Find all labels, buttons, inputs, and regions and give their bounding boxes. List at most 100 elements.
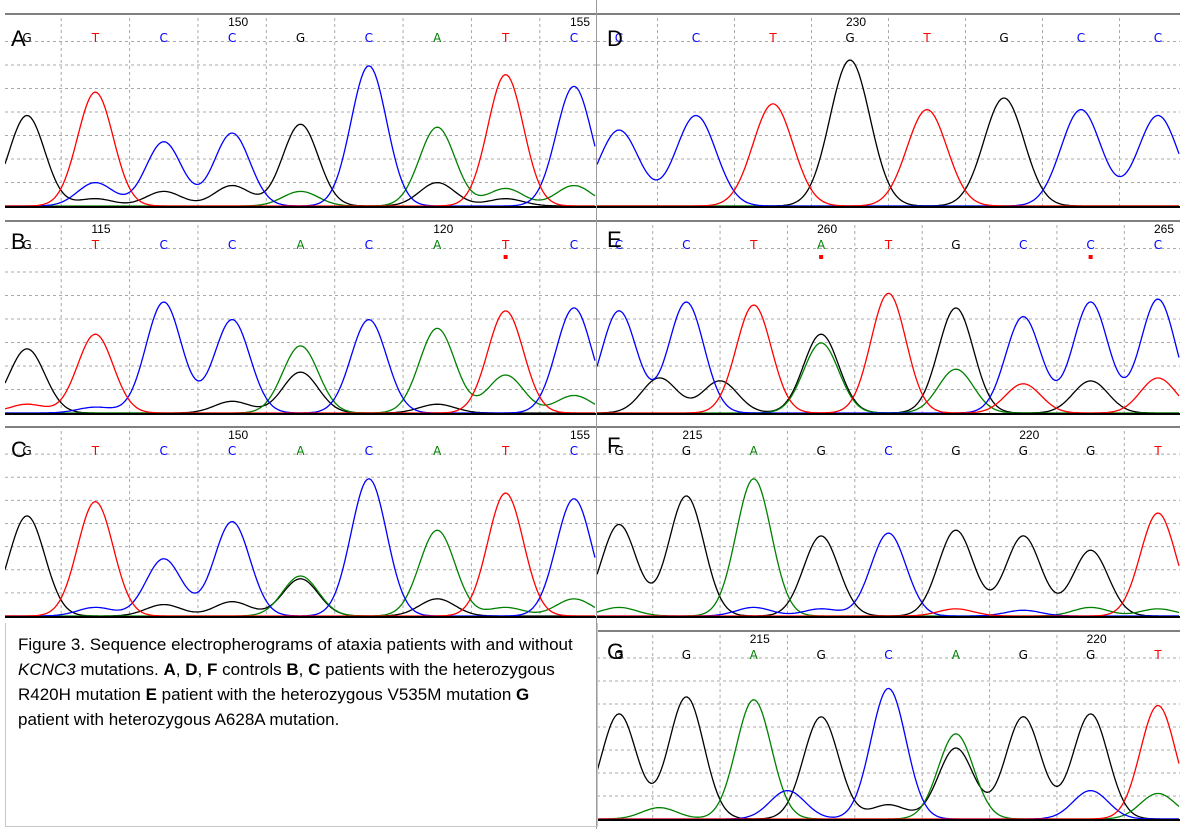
position-label: 220 [1019, 428, 1039, 442]
base-call: T [501, 444, 510, 458]
base-call: T [91, 444, 100, 458]
base-call: T [501, 31, 510, 45]
trace-C [597, 687, 1179, 820]
trace-G [597, 495, 1179, 617]
grid [5, 225, 596, 413]
trace-T [597, 103, 1179, 207]
base-call: T [1153, 648, 1162, 662]
trace-A [597, 478, 1180, 617]
base-call: C [682, 238, 690, 252]
caption-text-f: controls [217, 660, 287, 679]
base-call: C [228, 238, 236, 252]
base-call: G [682, 444, 691, 458]
base-call: G [999, 31, 1008, 45]
base-call: T [1153, 444, 1162, 458]
caption-text-b: , [298, 660, 309, 679]
base-call: G [614, 444, 623, 458]
chromatogram-g: 215 220 G G A G C A G G T [597, 630, 1180, 821]
trace-G [597, 696, 1179, 820]
trace-C [597, 532, 1179, 617]
base-call: G [614, 648, 623, 662]
base-call: T [884, 238, 893, 252]
base-call: G [22, 444, 31, 458]
position-label: 150 [228, 428, 248, 442]
base-call: G [682, 648, 691, 662]
panel-b: 115 120 G T C C A C A T C B [5, 217, 596, 420]
caption-box [5, 623, 598, 827]
base-call: C [1077, 31, 1085, 45]
trace-T [597, 292, 1180, 414]
caption-bold-d: D [185, 660, 198, 679]
base-call: T [768, 31, 777, 45]
base-call: C [160, 238, 168, 252]
grid [597, 225, 1180, 413]
trace-T [597, 512, 1180, 617]
base-call: T [501, 238, 510, 252]
variant-marker [1088, 255, 1093, 259]
base-call: C [570, 444, 578, 458]
grid [5, 18, 596, 206]
base-call: G [816, 648, 825, 662]
base-call: A [296, 238, 305, 252]
divider-vertical [596, 0, 597, 829]
panel-e: 260 265 C C T A T G C C C E [597, 217, 1180, 420]
position-label: 150 [228, 15, 248, 29]
caption-text-c: patients with the heterozygous R420H mut… [18, 660, 555, 704]
position-label: 265 [1154, 222, 1174, 236]
base-call: T [922, 31, 931, 45]
trace-C [5, 477, 596, 617]
base-call: G [1086, 648, 1095, 662]
position-label: 120 [433, 222, 453, 236]
base-call: G [1086, 444, 1095, 458]
chromatogram-f: 215 220 G G A G C G G G T [597, 426, 1180, 618]
base-call: G [22, 31, 31, 45]
panel-letter-a: A [11, 26, 26, 51]
variant-marker [819, 255, 824, 259]
base-call: A [433, 31, 442, 45]
trace-T [5, 492, 595, 617]
caption-text-d: , [197, 660, 207, 679]
position-label: 155 [570, 15, 590, 29]
base-call: C [570, 238, 578, 252]
base-call: A [296, 444, 305, 458]
trace-T [5, 74, 595, 207]
trace-G [5, 515, 595, 617]
base-call: A [433, 444, 442, 458]
caption-bold-b: B [286, 660, 299, 679]
figure-caption: Figure 3. Sequence electropherograms of … [18, 632, 578, 732]
position-label: 220 [1087, 632, 1107, 646]
position-label: 215 [750, 632, 770, 646]
base-call: C [228, 444, 236, 458]
position-label: 260 [817, 222, 837, 236]
panel-letter-d: D [607, 26, 623, 51]
base-call: C [615, 238, 623, 252]
base-call: C [570, 31, 578, 45]
position-label: 155 [570, 428, 590, 442]
caption-bold-a: A [163, 660, 176, 679]
base-call: G [951, 238, 960, 252]
base-call: G [22, 238, 31, 252]
trace-G [5, 348, 595, 414]
base-call: A [750, 648, 759, 662]
trace-A [597, 699, 1180, 820]
base-call: A [433, 238, 442, 252]
panel-f: 215 220 G G A G C G G G T F [597, 423, 1180, 623]
grid [597, 431, 1180, 616]
base-call: C [615, 31, 623, 45]
base-call: C [692, 31, 700, 45]
base-call: T [749, 238, 758, 252]
trace-A [5, 529, 596, 617]
panel-a: 150 155 G T C C G C A T C A [5, 10, 596, 213]
base-call: A [952, 648, 961, 662]
base-call: C [884, 444, 892, 458]
base-call: C [1019, 238, 1027, 252]
base-call: C [365, 238, 373, 252]
base-call: C [1154, 31, 1162, 45]
base-call: G [951, 444, 960, 458]
base-call: G [845, 31, 854, 45]
grid [597, 18, 1180, 206]
base-call: C [160, 444, 168, 458]
caption-bold-g: G [516, 685, 530, 704]
trace-G [5, 114, 595, 207]
position-label: 215 [682, 428, 702, 442]
